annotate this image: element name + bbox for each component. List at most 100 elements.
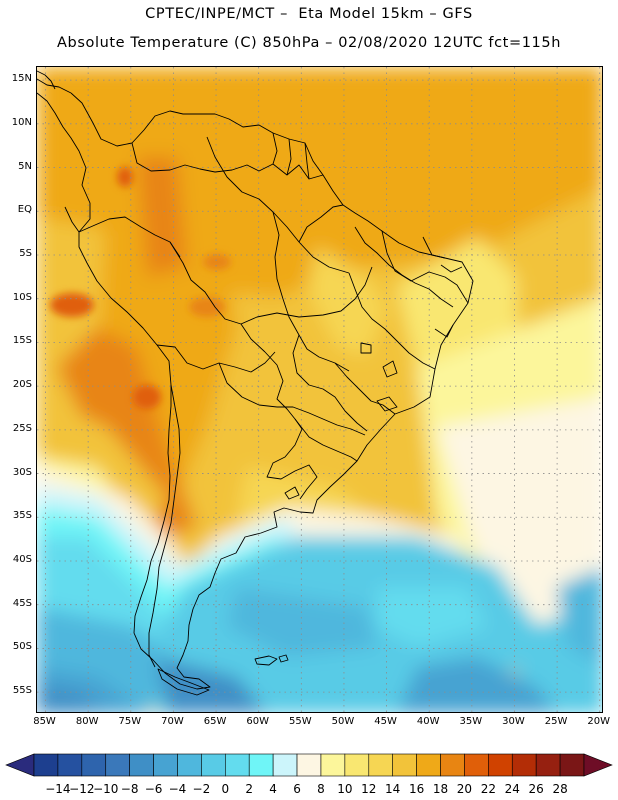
brazil-state-borders-10 bbox=[294, 418, 358, 462]
temperature-field bbox=[37, 67, 602, 712]
colorbar-under-arrow bbox=[5, 753, 35, 777]
colorbar-label: −10 bbox=[93, 782, 119, 796]
colorbar-segment bbox=[248, 753, 274, 777]
lon-label: 50W bbox=[331, 716, 355, 727]
grid-lines bbox=[37, 67, 602, 712]
colorbar-segment bbox=[153, 753, 178, 777]
colorbar-label: 18 bbox=[432, 782, 449, 796]
colorbar-over-arrow bbox=[583, 753, 613, 777]
colorbar-segment bbox=[416, 753, 441, 777]
colorbar-segment bbox=[320, 753, 346, 777]
colorbar-segment bbox=[81, 753, 107, 777]
brazil-peru-bolivia-border bbox=[169, 241, 266, 353]
lon-label: 55W bbox=[289, 716, 312, 727]
argentina-brazil-uruguay-border bbox=[266, 428, 318, 500]
argentina-chile-border bbox=[148, 384, 181, 668]
colorbar-label: −6 bbox=[144, 782, 163, 796]
lat-label: 10N bbox=[11, 116, 32, 128]
brazil-state-borders-11 bbox=[298, 204, 344, 243]
lat-label: 30S bbox=[12, 466, 32, 478]
colorbar-label: 6 bbox=[293, 782, 301, 796]
central-america bbox=[37, 78, 72, 94]
falkland-islands bbox=[254, 655, 278, 666]
colorbar-label: 14 bbox=[385, 782, 401, 796]
lon-label: 70W bbox=[161, 716, 184, 727]
caribbean-coast bbox=[37, 70, 56, 90]
colorbar-segment bbox=[105, 753, 130, 777]
colorbar bbox=[5, 753, 613, 777]
lagoa-dos-patos bbox=[284, 486, 300, 500]
brazil-state-borders-7 bbox=[334, 362, 396, 415]
paraguay-argentina-border bbox=[218, 362, 278, 408]
colorbar-segment bbox=[368, 753, 393, 777]
colorbar-segment bbox=[33, 753, 59, 777]
lat-label: 15N bbox=[11, 73, 32, 85]
colorbar-segment bbox=[272, 753, 298, 777]
coastlines-borders bbox=[37, 70, 474, 696]
colorbar-label: −12 bbox=[69, 782, 95, 796]
lat-label: 50S bbox=[12, 641, 32, 653]
colorbar-segment bbox=[177, 753, 202, 777]
colorbar-label: −14 bbox=[45, 782, 71, 796]
brazil-state-borders-9 bbox=[277, 406, 366, 436]
colorbar-label: 10 bbox=[337, 782, 353, 796]
south-america-coastline bbox=[37, 92, 474, 690]
brazil-state-borders-3 bbox=[240, 266, 373, 325]
colorbar-label: 28 bbox=[552, 782, 568, 796]
colorbar-label: 26 bbox=[528, 782, 544, 796]
lon-label: 65W bbox=[203, 716, 227, 727]
colorbar-label: 22 bbox=[480, 782, 496, 796]
lat-label: 55S bbox=[12, 685, 32, 697]
brazil-state-borders-16 bbox=[382, 360, 398, 378]
lat-label: 5S bbox=[19, 247, 32, 259]
lon-label: 20W bbox=[587, 716, 611, 727]
colorbar-label: 20 bbox=[456, 782, 473, 796]
colorbar-segment bbox=[488, 753, 513, 777]
lat-label: 15S bbox=[12, 335, 32, 347]
chart-title-line2: Absolute Temperature (C) 850hPa – 02/08/… bbox=[57, 35, 561, 51]
colorbar-label: −8 bbox=[120, 782, 139, 796]
warm-cores bbox=[50, 167, 231, 409]
ecuador-border bbox=[64, 206, 80, 233]
colorbar-segment bbox=[440, 753, 465, 777]
falkland-islands-east bbox=[278, 654, 289, 663]
lon-label: 25W bbox=[544, 716, 568, 727]
lon-label: 45W bbox=[374, 716, 397, 727]
colorbar-label: 24 bbox=[504, 782, 520, 796]
lon-label: 85W bbox=[33, 716, 56, 727]
lon-label: 80W bbox=[75, 716, 99, 727]
lat-label: 45S bbox=[12, 597, 32, 609]
lon-label: 30W bbox=[502, 716, 525, 727]
colorbar-label: 0 bbox=[221, 782, 230, 796]
colorbar-segment bbox=[392, 753, 417, 777]
brazil-state-borders-6 bbox=[381, 230, 469, 304]
lon-label: 35W bbox=[459, 716, 483, 727]
lat-label: EQ bbox=[17, 204, 32, 216]
colorbar-label: −2 bbox=[192, 782, 211, 796]
colorbar-segment bbox=[559, 753, 585, 777]
colorbar-segment bbox=[535, 753, 561, 777]
brazil-state-borders-13 bbox=[440, 264, 463, 273]
colorbar-label: 12 bbox=[361, 782, 377, 796]
lat-label: 5N bbox=[18, 160, 32, 172]
brazil-state-borders-8 bbox=[292, 334, 368, 432]
colorbar-segment bbox=[225, 753, 250, 777]
brazil-state-borders-2 bbox=[272, 211, 350, 372]
colorbar-segment bbox=[344, 753, 370, 777]
colorbar-segment bbox=[129, 753, 154, 777]
brazil-venezuela-border bbox=[131, 142, 324, 180]
chart-title-line1: CPTEC/INPE/MCT – Eta Model 15km – GFS bbox=[145, 6, 473, 22]
colorbar-label: 16 bbox=[408, 782, 425, 796]
brazil-state-borders-14 bbox=[434, 324, 454, 338]
colorbar-label: 4 bbox=[269, 782, 277, 796]
colorbar-segment bbox=[296, 753, 322, 777]
colorbar-label: 8 bbox=[317, 782, 325, 796]
colorbar-segment bbox=[511, 753, 537, 777]
lat-label: 40S bbox=[12, 553, 32, 565]
colombia-peru-border bbox=[78, 216, 181, 258]
brazil-state-borders-15 bbox=[360, 342, 372, 354]
colorbar-segment bbox=[57, 753, 83, 777]
temperature-map bbox=[36, 66, 603, 713]
lat-label: 20S bbox=[12, 379, 32, 391]
colorbar-label: 2 bbox=[245, 782, 254, 796]
